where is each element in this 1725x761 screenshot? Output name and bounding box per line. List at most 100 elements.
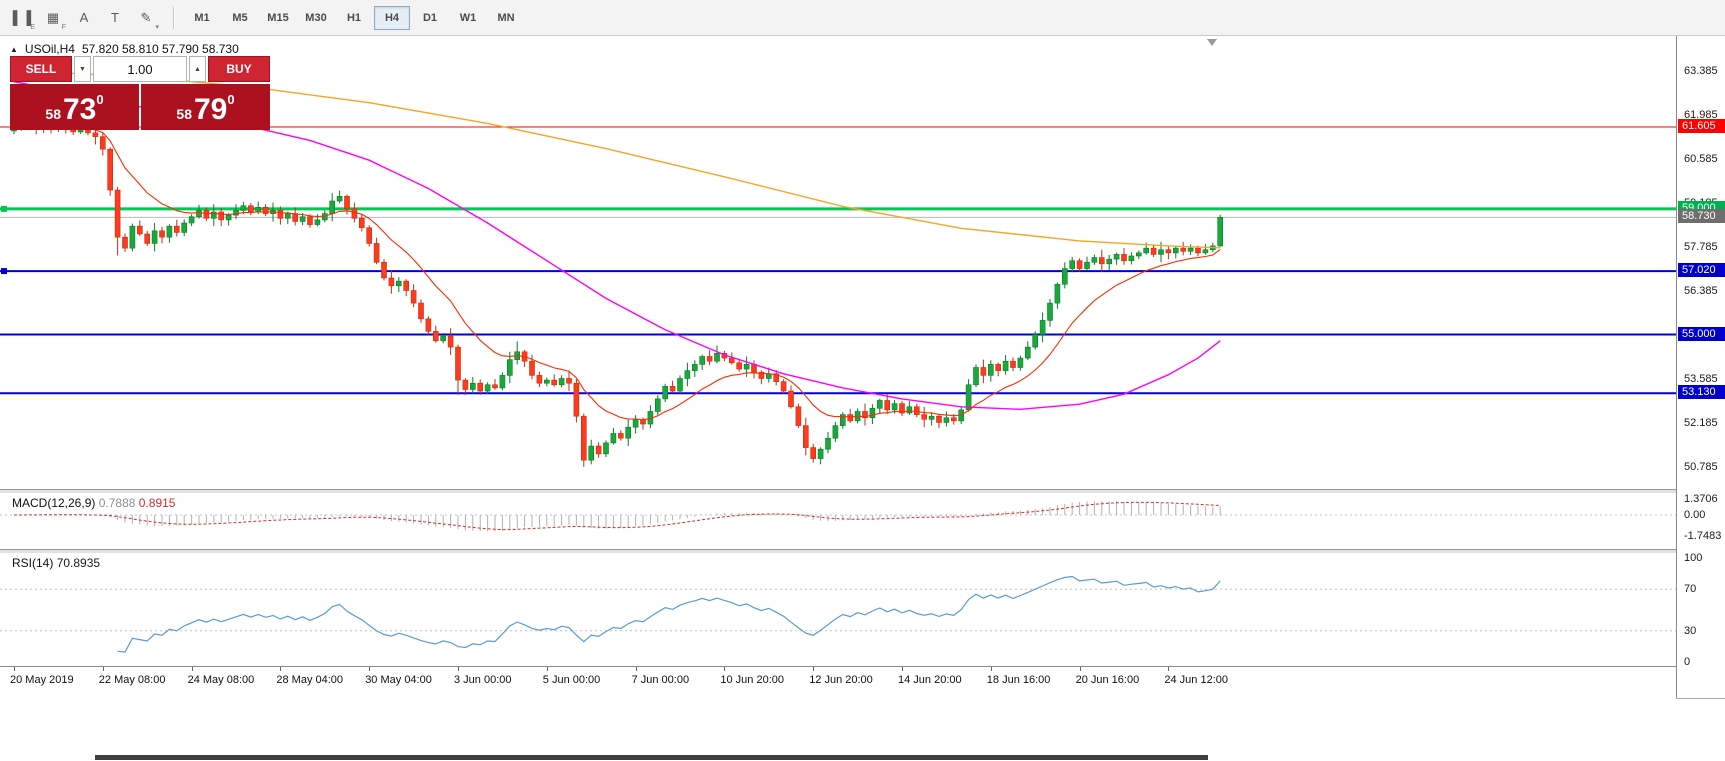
buy-price-big: 79 — [193, 93, 228, 126]
tab-timeframe-h1[interactable]: H1 — [346, 11, 362, 24]
price-badge-58.730: 58.730 — [1678, 209, 1725, 224]
volume-decrease-button[interactable]: ▼ — [74, 56, 91, 82]
time-tick — [458, 667, 459, 671]
tab-timeframe-m5[interactable]: M5 — [232, 11, 248, 24]
rsi-scale-label: 30 — [1684, 624, 1697, 637]
panel-separator[interactable] — [0, 549, 1725, 553]
price-badge-61.605: 61.605 — [1678, 119, 1725, 134]
horizontal-scrollbar-thumb[interactable] — [95, 755, 1208, 760]
time-tick — [102, 667, 104, 671]
chart-candles-icon-sub: E — [30, 23, 35, 31]
buy-price-display[interactable]: 58 79 0 — [141, 84, 270, 130]
tab-timeframe-m30[interactable]: M30 — [305, 11, 327, 24]
buy-button[interactable]: BUY — [208, 56, 270, 82]
time-axis[interactable]: 20 May 2019 22 May 08:00 24 May 08:00 28 Ma… — [0, 666, 1676, 699]
ma-mid-magenta — [13, 81, 1221, 411]
rsi-value: 70.8935 — [56, 556, 101, 570]
tab-timeframe-m1[interactable]: M1 — [194, 11, 210, 24]
text-label-icon-glyph: A — [79, 10, 89, 25]
time-tick — [546, 667, 548, 671]
drawing-tools-icon-sub: ▾ — [155, 23, 159, 31]
time-label: 12 Jun 20:00 — [809, 674, 873, 686]
rsi-scale-label: 100 — [1684, 552, 1703, 564]
text-tool-icon[interactable]: T — [101, 5, 129, 31]
hline-anchor[interactable] — [1, 205, 7, 212]
timeframe-button-group: M1 M5 M15 M30 H1 H4 D1 W1 MN — [184, 5, 526, 30]
indicators-grid-icon[interactable]: ▦ F — [39, 5, 67, 31]
time-tick — [280, 667, 282, 671]
macd-scale-label: 1.3706 — [1684, 492, 1718, 505]
ohlc-header: ▲ USOil,H4 57.820 58.810 57.790 58.730 — [10, 42, 239, 56]
toolbar-icon-group: ▌▐ E ▦ F A T ✎ ▾ — [8, 5, 163, 31]
macd-signal-line — [14, 501, 1221, 531]
text-label-icon[interactable]: A — [70, 5, 98, 31]
time-label: 24 May 08:00 — [187, 674, 255, 686]
price-tick-label: 60.585 — [1684, 153, 1718, 166]
price-badge-55.000: 55.000 — [1678, 326, 1725, 341]
rsi-panel-canvas[interactable] — [0, 552, 1676, 666]
macd-main-value: 0.7888 — [98, 496, 136, 510]
time-label: 20 May 2019 — [10, 674, 74, 686]
toolbar: ▌▐ E ▦ F A T ✎ ▾ M1 M5 M15 M30 H1 H4 D1 W1 MN — [0, 0, 1725, 36]
rsi-label: RSI(14) 70.8935 — [12, 556, 101, 570]
rsi-scale-label: 70 — [1684, 583, 1697, 596]
price-tick-label: 63.385 — [1684, 65, 1718, 78]
macd-signal-value: 0.8915 — [138, 496, 176, 510]
tab-timeframe-m15[interactable]: M15 — [267, 11, 289, 24]
tab-timeframe-d1[interactable]: D1 — [422, 11, 438, 24]
time-label: 5 Jun 00:00 — [542, 674, 601, 686]
chart-candles-icon-glyph: ▌▐ — [12, 10, 32, 25]
rsi-line — [117, 575, 1221, 653]
volume-input[interactable] — [93, 56, 187, 82]
drawing-tools-icon-glyph: ✎ — [140, 10, 152, 25]
sell-button[interactable]: SELL — [10, 56, 72, 82]
price-tick-label: 53.585 — [1684, 372, 1718, 385]
time-tick — [369, 667, 371, 671]
time-tick — [902, 667, 903, 671]
time-label: 3 Jun 00:00 — [454, 674, 512, 686]
time-tick — [813, 667, 815, 671]
sell-price-display[interactable]: 58 73 0 — [10, 84, 139, 130]
time-tick — [635, 667, 637, 671]
price-axis[interactable]: 63.38561.98560.58559.18557.78556.38554.9… — [1676, 36, 1725, 698]
price-tick-label: 61.985 — [1684, 109, 1718, 122]
sell-price-big: 73 — [62, 93, 97, 126]
time-tick — [990, 667, 992, 671]
drawing-tools-icon[interactable]: ✎ ▾ — [132, 5, 160, 31]
time-tick — [191, 667, 193, 671]
volume-increase-button[interactable]: ▲ — [189, 56, 206, 82]
time-tick — [1079, 667, 1081, 671]
time-label: 14 Jun 20:00 — [898, 674, 962, 686]
time-label: 7 Jun 00:00 — [631, 674, 690, 686]
collapse-arrow-icon[interactable]: ▲ — [10, 44, 18, 54]
chart-candles-icon[interactable]: ▌▐ E — [8, 5, 36, 31]
buy-price-sup: 0 — [227, 92, 235, 107]
macd-scale-label: -1.7483 — [1684, 529, 1722, 542]
time-label: 24 Jun 12:00 — [1164, 674, 1229, 686]
sell-price-sup: 0 — [96, 92, 104, 107]
time-tick — [14, 667, 15, 671]
ma-fast-red — [13, 126, 1221, 421]
macd-panel-canvas[interactable] — [0, 493, 1676, 547]
time-label: 10 Jun 20:00 — [720, 674, 785, 686]
toolbar-separator — [173, 6, 174, 29]
price-badge-57.020: 57.020 — [1678, 263, 1725, 278]
buy-price-small: 58 — [176, 106, 192, 122]
price-tick-label: 50.785 — [1684, 460, 1718, 473]
symbol-period-label: USOil,H4 — [24, 42, 75, 56]
price-tick-label: 57.785 — [1684, 241, 1718, 254]
tab-timeframe-h4[interactable]: H4 — [374, 5, 410, 30]
indicators-grid-icon-glyph: ▦ — [46, 10, 60, 25]
time-label: 20 Jun 16:00 — [1075, 674, 1140, 686]
price-badge-53.130: 53.130 — [1678, 385, 1725, 400]
indicators-grid-icon-sub: F — [61, 23, 66, 31]
panel-separator[interactable] — [0, 489, 1725, 493]
tab-timeframe-w1[interactable]: W1 — [459, 11, 477, 24]
macd-label: MACD(12,26,9) 0.7888 0.8915 — [12, 496, 176, 510]
hline-anchor[interactable] — [1, 268, 7, 275]
tab-timeframe-mn[interactable]: MN — [497, 11, 515, 24]
ohlc-values: 57.820 58.810 57.790 58.730 — [81, 42, 239, 56]
time-tick — [724, 667, 726, 671]
chart-shift-marker[interactable] — [1207, 39, 1217, 46]
